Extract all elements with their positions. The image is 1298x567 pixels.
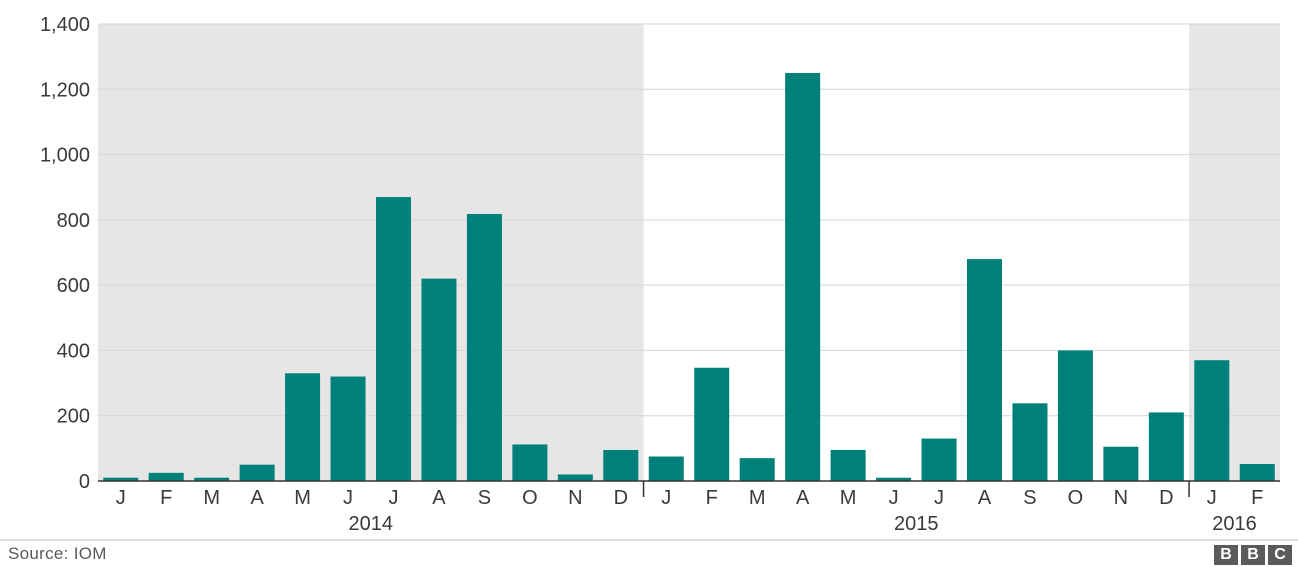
bar xyxy=(512,444,548,481)
bar xyxy=(830,449,866,481)
bar xyxy=(1239,464,1275,481)
bars xyxy=(103,72,1275,481)
y-tick-label: 1,200 xyxy=(40,79,90,101)
y-tick-label: 1,400 xyxy=(40,14,90,36)
y-tick-label: 0 xyxy=(79,471,90,493)
year-label: 2016 xyxy=(1212,513,1257,535)
bar xyxy=(103,477,139,481)
bbc-logo-letter: B xyxy=(1214,545,1238,565)
bar xyxy=(876,477,912,481)
x-tick-label: J xyxy=(889,487,899,509)
bar xyxy=(330,376,366,481)
bar xyxy=(1012,403,1048,481)
axes xyxy=(0,480,1298,541)
bar xyxy=(967,259,1002,481)
bar xyxy=(557,474,593,481)
x-tick-label: M xyxy=(749,487,766,509)
bbc-logo: B B C xyxy=(1214,545,1292,565)
x-tick-label: M xyxy=(294,487,311,509)
bar xyxy=(148,472,184,481)
bar xyxy=(1148,412,1184,481)
x-tick-label: D xyxy=(614,487,628,509)
bar xyxy=(466,213,502,481)
x-tick-label: O xyxy=(1068,487,1084,509)
x-tick-label: A xyxy=(796,487,810,509)
year-label: 2014 xyxy=(349,513,394,535)
x-tick-label: J xyxy=(116,487,126,509)
x-tick-label: M xyxy=(840,487,857,509)
source-note: Source: IOM xyxy=(8,544,107,563)
bar xyxy=(376,197,411,481)
bar xyxy=(1103,446,1139,481)
bar xyxy=(921,438,957,481)
x-tick-label: F xyxy=(1251,487,1263,509)
x-tick-label: D xyxy=(1159,487,1173,509)
x-tick-label: A xyxy=(432,487,446,509)
x-tick-label: A xyxy=(978,487,992,509)
bbc-logo-letter: C xyxy=(1268,545,1292,565)
y-tick-label: 800 xyxy=(57,210,90,232)
x-tick-label: M xyxy=(203,487,220,509)
x-tick-label: F xyxy=(160,487,172,509)
x-tick-label: J xyxy=(343,487,353,509)
labels: 0 200 400 600 800 1,000 1,200 1,400 J F M A M J J A S O N D… xyxy=(40,14,1263,535)
x-tick-label: A xyxy=(250,487,264,509)
bar xyxy=(603,449,639,481)
year-shade-band xyxy=(98,24,644,481)
bar xyxy=(1057,350,1093,481)
x-tick-label: J xyxy=(1207,487,1217,509)
bar xyxy=(739,458,775,481)
bar xyxy=(239,464,275,481)
x-tick-label: N xyxy=(568,487,582,509)
x-tick-label: S xyxy=(478,487,491,509)
y-tick-label: 200 xyxy=(57,406,90,428)
bar xyxy=(785,72,821,481)
x-tick-label: J xyxy=(934,487,944,509)
bar xyxy=(285,373,321,481)
x-tick-label: O xyxy=(522,487,538,509)
y-tick-label: 400 xyxy=(57,340,90,362)
bar xyxy=(1194,360,1230,481)
x-tick-label: J xyxy=(389,487,399,509)
x-tick-label: N xyxy=(1114,487,1128,509)
bar xyxy=(694,367,730,481)
year-label: 2015 xyxy=(894,513,939,535)
x-tick-label: J xyxy=(661,487,671,509)
year-shading xyxy=(98,24,1280,481)
bar xyxy=(648,456,684,481)
bar xyxy=(194,477,230,481)
x-tick-label: S xyxy=(1023,487,1036,509)
y-tick-label: 1,000 xyxy=(40,145,90,167)
y-tick-label: 600 xyxy=(57,275,90,297)
bbc-logo-letter: B xyxy=(1241,545,1265,565)
x-tick-label: F xyxy=(706,487,718,509)
bar xyxy=(421,278,457,481)
